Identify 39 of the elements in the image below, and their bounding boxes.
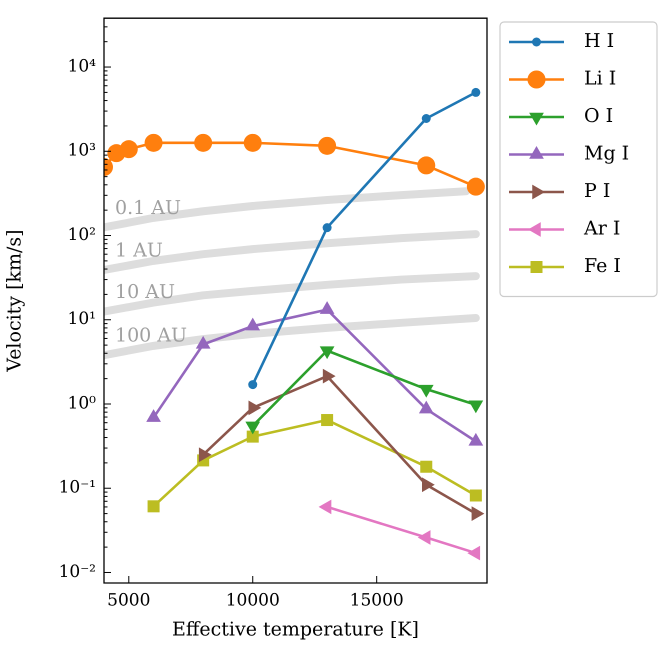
point xyxy=(321,414,334,426)
y-tick-label: 10² xyxy=(68,224,96,245)
series-label: 1 AU xyxy=(115,239,163,262)
point xyxy=(246,430,259,443)
point xyxy=(420,460,432,473)
legend-label: Ar I xyxy=(583,217,620,240)
x-tick-label: 10000 xyxy=(226,590,280,611)
legend-label: P I xyxy=(584,180,610,202)
point xyxy=(120,140,138,158)
series-label: 10 AU xyxy=(115,281,175,304)
y-tick-label: 10⁻¹ xyxy=(58,478,96,498)
point xyxy=(322,223,332,232)
y-tick-label: 10¹ xyxy=(68,309,96,330)
legend-label: Fe I xyxy=(584,254,621,277)
series-label: 100 AU xyxy=(115,324,188,347)
point xyxy=(470,489,482,502)
point xyxy=(417,156,436,174)
point xyxy=(318,136,336,155)
point xyxy=(148,500,160,512)
x-tick-label: 15000 xyxy=(350,590,404,611)
point xyxy=(144,134,163,152)
point xyxy=(248,380,258,390)
y-tick-label: 10⁰ xyxy=(68,393,96,414)
x-tick-label: 5000 xyxy=(107,590,150,611)
point xyxy=(471,88,480,97)
y-tick-label: 10⁻² xyxy=(58,562,96,582)
y-tick-label: 10⁴ xyxy=(68,56,96,76)
series-label: 0.1 AU xyxy=(115,196,181,219)
legend-label: Li I xyxy=(584,67,616,90)
point xyxy=(466,178,485,196)
legend-label: Mg I xyxy=(584,142,630,164)
y-tick-label: 10³ xyxy=(68,140,96,161)
point xyxy=(244,134,262,152)
point xyxy=(194,134,212,152)
x-axis-title: Effective temperature [K] xyxy=(172,618,419,641)
legend-label: O I xyxy=(584,104,614,127)
point xyxy=(422,114,431,123)
legend-label: H I xyxy=(584,30,614,52)
y-axis-title: Velocity [km/s] xyxy=(3,229,26,373)
